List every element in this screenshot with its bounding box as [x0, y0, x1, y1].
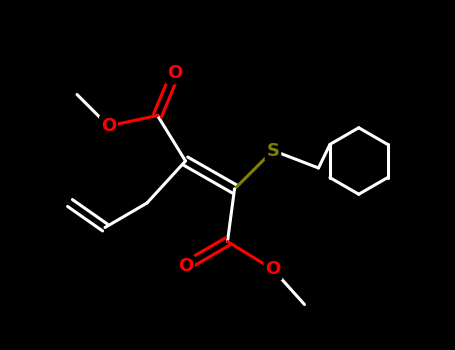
Text: O: O: [101, 117, 116, 135]
Text: O: O: [167, 64, 182, 83]
Text: O: O: [265, 260, 281, 279]
Text: S: S: [267, 141, 279, 160]
Text: O: O: [178, 257, 193, 275]
